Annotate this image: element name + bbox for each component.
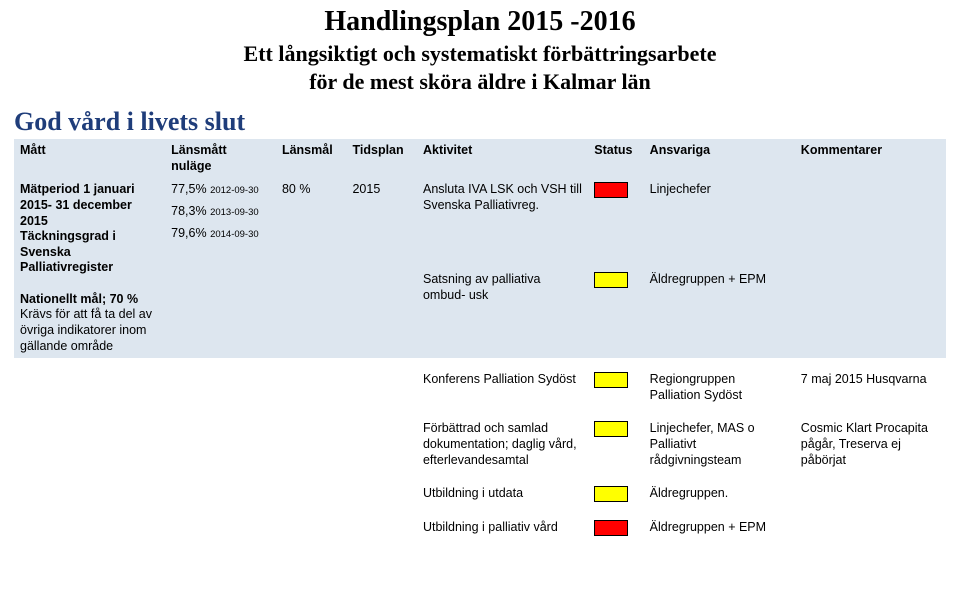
table-row: Utbildning i utdata Äldregruppen.: [14, 472, 946, 506]
table-row: Utbildning i palliativ vård Äldregruppen…: [14, 506, 946, 540]
lansmal-cell: [276, 268, 347, 358]
activity-text: Konferens Palliation Sydöst: [423, 372, 582, 388]
col-kommentar: Kommentarer: [795, 139, 946, 178]
status-cell: [588, 358, 643, 407]
lansmatt-line: 77,5% 2012-09-30: [171, 182, 270, 198]
status-swatch: [594, 520, 628, 536]
col-tidsplan: Tidsplan: [346, 139, 417, 178]
table-row: Förbättrad och samlad dokumentation; dag…: [14, 407, 946, 472]
activity-cell: Ansluta IVA LSK och VSH till Svenska Pal…: [417, 178, 588, 268]
lansmatt-pct: 79,6%: [171, 226, 206, 240]
status-cell: [588, 178, 643, 268]
kommentar-cell: 7 maj 2015 Husqvarna: [795, 358, 946, 407]
lansmatt-pct: 78,3%: [171, 204, 206, 218]
subtitle-line2: för de mest sköra äldre i Kalmar län: [309, 69, 651, 94]
plan-table: Mått Länsmått nuläge Länsmål Tidsplan Ak…: [14, 139, 946, 540]
page-title: Handlingsplan 2015 -2016: [14, 6, 946, 38]
ansvarig-cell: Regiongruppen Palliation Sydöst: [644, 358, 795, 407]
status-cell: [588, 472, 643, 506]
activity-cell: Konferens Palliation Sydöst: [417, 358, 588, 407]
kommentar-cell: [795, 178, 946, 268]
table-row: Konferens Palliation Sydöst Regiongruppe…: [14, 358, 946, 407]
activity-cell: Förbättrad och samlad dokumentation; dag…: [417, 407, 588, 472]
subtitle-line1: Ett långsiktigt och systematiskt förbätt…: [244, 41, 717, 66]
ansvarig-cell: Äldregruppen.: [644, 472, 795, 506]
kommentar-cell: [795, 472, 946, 506]
col-lansmal: Länsmål: [276, 139, 347, 178]
matt-line5: Nationellt mål; 70 %: [20, 292, 138, 306]
lansmatt-date: 2014-09-30: [210, 229, 259, 240]
activity-text: Utbildning i utdata: [423, 486, 582, 502]
matt-line2: 2015- 31 december 2015: [20, 198, 132, 228]
status-swatch: [594, 372, 628, 388]
activity-text: Satsning av palliativa ombud- usk: [423, 272, 582, 303]
tidsplan-cell: [346, 268, 417, 358]
activity-text: Förbättrad och samlad dokumentation; dag…: [423, 421, 582, 468]
activity-text: Ansluta IVA LSK och VSH till Svenska Pal…: [423, 182, 582, 213]
status-swatch: [594, 421, 628, 437]
matt-line6: Krävs för att få ta del av övriga indika…: [20, 307, 152, 352]
activity-cell: Utbildning i palliativ vård: [417, 506, 588, 540]
ansvarig-cell: Linjechefer, MAS o Palliativt rådgivning…: [644, 407, 795, 472]
lansmal-cell: 80 %: [276, 178, 347, 268]
kommentar-cell: [795, 506, 946, 540]
lansmatt-line: 79,6% 2014-09-30: [171, 226, 270, 242]
lansmatt-date: 2012-09-30: [210, 185, 259, 196]
ansvarig-cell: Linjechefer: [644, 178, 795, 268]
ansvarig-cell: Äldregruppen + EPM: [644, 506, 795, 540]
ansvarig-cell: Äldregruppen + EPM: [644, 268, 795, 358]
col-matt: Mått: [14, 139, 165, 178]
table-header-row: Mått Länsmått nuläge Länsmål Tidsplan Ak…: [14, 139, 946, 178]
kommentar-cell: Cosmic Klart Procapita pågår, Treserva e…: [795, 407, 946, 472]
matt-line1: Mätperiod 1 januari: [20, 182, 135, 196]
table-row: Mätperiod 1 januari 2015- 31 december 20…: [14, 178, 946, 268]
section-heading: God vård i livets slut: [14, 107, 946, 137]
status-swatch: [594, 182, 628, 198]
lansmatt-pct: 77,5%: [171, 182, 206, 196]
kommentar-cell: [795, 268, 946, 358]
activity-text: Utbildning i palliativ vård: [423, 520, 582, 536]
col-ansvariga: Ansvariga: [644, 139, 795, 178]
status-cell: [588, 506, 643, 540]
status-swatch: [594, 272, 628, 288]
activity-cell: Satsning av palliativa ombud- usk: [417, 268, 588, 358]
lansmatt-cell: 77,5% 2012-09-30 78,3% 2013-09-30 79,6% …: [165, 178, 276, 358]
matt-cell: Mätperiod 1 januari 2015- 31 december 20…: [14, 178, 165, 358]
lansmatt-line: 78,3% 2013-09-30: [171, 204, 270, 220]
tidsplan-cell: 2015: [346, 178, 417, 268]
activity-cell: Utbildning i utdata: [417, 472, 588, 506]
status-swatch: [594, 486, 628, 502]
status-cell: [588, 268, 643, 358]
col-aktivitet: Aktivitet: [417, 139, 588, 178]
matt-line3: Täckningsgrad i Svenska Palliativregiste…: [20, 229, 116, 274]
col-lansmatt: Länsmått nuläge: [165, 139, 276, 178]
col-status: Status: [588, 139, 643, 178]
status-cell: [588, 407, 643, 472]
lansmatt-date: 2013-09-30: [210, 207, 259, 218]
page-subtitle: Ett långsiktigt och systematiskt förbätt…: [14, 40, 946, 95]
